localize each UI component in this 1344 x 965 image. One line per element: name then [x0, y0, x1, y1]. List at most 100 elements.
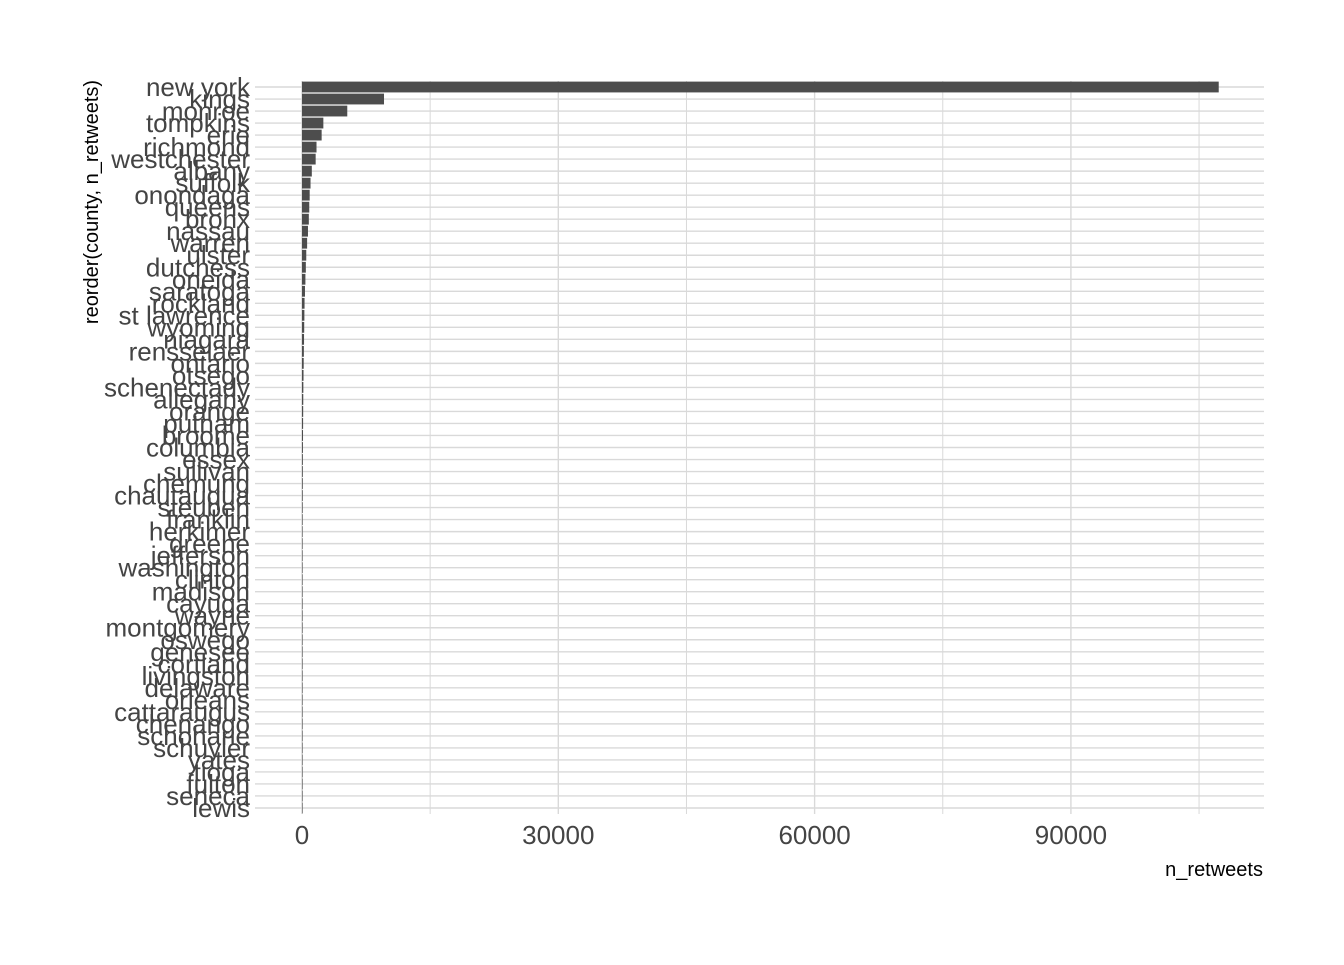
y-tick-label: erie [207, 120, 250, 150]
y-tick-label: ulster [186, 240, 250, 270]
y-tick-label: kings [189, 84, 250, 114]
y-tick-label: columbia [146, 433, 251, 463]
bar [301, 129, 322, 141]
bar [301, 502, 303, 513]
y-tick-layer: new yorkkingsmonroetompkinserierichmondw… [104, 72, 251, 823]
bar [301, 249, 307, 261]
bar [301, 634, 303, 646]
y-tick-label: cattaraugus [114, 697, 250, 727]
y-tick-label: orleans [165, 685, 250, 715]
bar [301, 81, 1219, 93]
y-tick-label: essex [182, 445, 250, 475]
y-tick-label: putnam [163, 408, 250, 438]
bar [301, 610, 303, 622]
bar [301, 454, 303, 465]
bar [301, 213, 309, 225]
bar [301, 766, 303, 778]
bar [301, 406, 304, 417]
x-tick-layer: 0 30000 60000 90000 [295, 820, 1107, 850]
bar [301, 382, 304, 393]
bar [301, 418, 304, 429]
bar [301, 514, 303, 526]
y-tick-label: franklin [166, 505, 250, 535]
bar [301, 237, 308, 249]
y-tick-label: oswego [160, 625, 250, 655]
bar [301, 153, 316, 165]
y-tick-label: genesee [150, 637, 250, 667]
y-tick-label: madison [152, 577, 250, 607]
bar [301, 670, 303, 682]
y-tick-label: dutchess [146, 252, 250, 282]
bar [301, 225, 308, 237]
bar [301, 574, 303, 586]
y-tick-label: new york [146, 72, 251, 102]
bar [301, 730, 303, 742]
y-tick-label: cortland [158, 649, 251, 679]
bar [301, 754, 303, 766]
bar [301, 682, 303, 694]
x-axis-title: n_retweets [1165, 859, 1263, 881]
y-tick-label: nassau [166, 216, 250, 246]
y-tick-label: greene [169, 529, 250, 559]
y-tick-label: ontario [171, 348, 251, 378]
y-tick-label: tompkins [146, 108, 250, 138]
bar [301, 646, 303, 658]
y-tick-label: chenango [136, 709, 250, 739]
bar [301, 285, 305, 297]
bar [301, 658, 303, 670]
y-tick-label: oneida [172, 264, 251, 294]
y-tick-label: saratoga [149, 276, 251, 306]
bar [301, 778, 303, 790]
bar [301, 598, 303, 610]
bar [301, 273, 306, 285]
y-tick-label: seneca [166, 781, 250, 811]
y-tick-label: washington [117, 553, 250, 583]
y-tick-label: lewis [192, 793, 250, 823]
y-axis-title: reorder(county, n_retweets) [81, 80, 103, 324]
bar [301, 526, 303, 538]
y-tick-label: wayne [174, 601, 250, 631]
bar [301, 538, 303, 550]
y-tick-label: orange [169, 396, 250, 426]
bar [301, 562, 303, 574]
y-tick-label: onondaga [134, 180, 250, 210]
bar [301, 478, 303, 489]
bar [301, 369, 304, 381]
bar [301, 201, 310, 213]
y-tick-label: rensselaer [129, 336, 251, 366]
y-tick-label: wyoming [146, 312, 250, 342]
bar [301, 93, 385, 105]
y-tick-label: chemung [143, 469, 250, 499]
y-tick-label: monroe [162, 96, 250, 126]
y-tick-label: schuyler [153, 733, 250, 763]
bar [301, 189, 310, 201]
y-tick-label: queens [165, 192, 250, 222]
bar [301, 694, 303, 706]
bar [301, 718, 303, 730]
y-tick-label: montgomery [106, 613, 251, 643]
y-tick-label: niagara [163, 324, 250, 354]
y-tick-label: rockland [152, 288, 250, 318]
bar [301, 165, 312, 177]
bar [301, 105, 348, 117]
bar [301, 321, 305, 333]
bar [301, 490, 303, 501]
y-tick-label: jefferson [150, 541, 250, 571]
bar [301, 345, 304, 357]
bar [301, 357, 304, 369]
y-tick-label: bronx [185, 204, 250, 234]
y-tick-label: broome [162, 420, 250, 450]
bar [301, 309, 305, 321]
y-tick-label: allegany [153, 384, 250, 414]
bar [301, 261, 306, 273]
bar [301, 430, 304, 441]
bar [301, 297, 305, 309]
bar [301, 802, 303, 814]
y-tick-label: westchester [110, 144, 250, 174]
y-tick-label: otsego [172, 360, 250, 390]
y-tick-label: cayuga [166, 589, 250, 619]
bar [301, 622, 303, 634]
y-tick-label: sullivan [163, 457, 250, 487]
